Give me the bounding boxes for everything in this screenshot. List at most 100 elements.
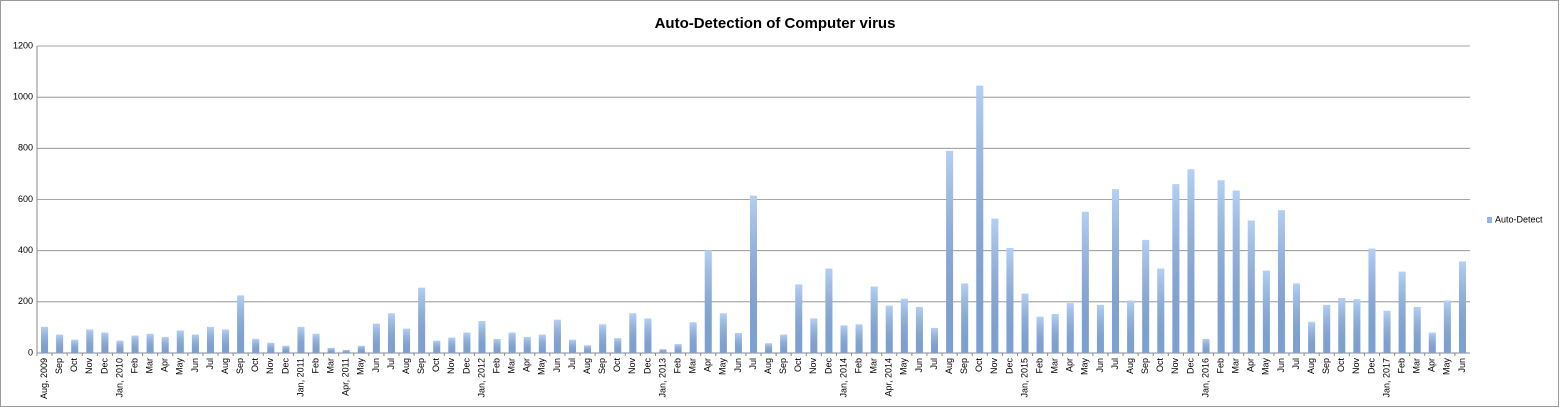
x-tick-label: Jun (190, 358, 200, 373)
bar-shade (478, 321, 486, 353)
bar-shade (342, 349, 350, 353)
bar-shade (41, 326, 49, 353)
x-tick-label: May (537, 358, 547, 376)
legend-swatch (1487, 217, 1492, 223)
x-tick-label: Apr (1065, 358, 1075, 372)
bar-shade (1006, 248, 1014, 353)
bar-shade (1443, 300, 1451, 353)
bar-shade (1277, 210, 1285, 353)
bar-shade (674, 344, 682, 353)
x-tick-label: Dec (823, 358, 833, 375)
y-tick-label: 1000 (13, 92, 33, 102)
x-tick-label: Jul (1110, 358, 1120, 370)
x-tick-label: Sep (54, 358, 64, 374)
bar-shade (719, 313, 727, 353)
y-tick-label: 200 (18, 296, 33, 306)
bar-shade (538, 334, 546, 353)
bar-shade (1353, 299, 1361, 353)
bar-shade (101, 332, 109, 353)
legend-label: Auto-Detect (1495, 214, 1543, 224)
x-tick-label: Feb (1396, 358, 1406, 374)
x-tick-label: Jul (386, 358, 396, 370)
bar-shade (161, 337, 169, 353)
x-tick-label: Aug (1125, 358, 1135, 374)
y-tick-label: 1200 (13, 40, 33, 50)
x-tick-label: Jan, 2015 (1019, 358, 1029, 398)
x-tick-label: Oct (250, 358, 260, 373)
x-tick-label: Feb (1034, 358, 1044, 374)
x-tick-label: Apr, 2014 (884, 358, 894, 397)
x-tick-label: Aug (582, 358, 592, 374)
chart-title: Auto-Detection of Computer virus (655, 15, 896, 32)
bar-shade (403, 328, 411, 353)
x-tick-label: May (1261, 358, 1271, 376)
x-tick-label: Nov (265, 358, 275, 375)
y-tick-label: 400 (18, 245, 33, 255)
bar-shade (870, 286, 878, 353)
x-tick-label: Mar (326, 358, 336, 374)
x-tick-label: Jul (929, 358, 939, 370)
x-tick-label: Nov (989, 358, 999, 375)
bar-shade (689, 322, 697, 353)
bar-shade (976, 85, 984, 353)
bar-shade (1413, 306, 1421, 353)
x-tick-label: Apr (703, 358, 713, 372)
bar-shade (1172, 184, 1180, 353)
bar-shade (795, 284, 803, 353)
bar-shade (1458, 261, 1466, 353)
bar-shade (71, 339, 79, 353)
bar-shade (418, 287, 426, 353)
bar-shade (1021, 293, 1029, 353)
bar-shade (825, 268, 833, 353)
bar-shade (659, 349, 667, 353)
bar-shade (1398, 271, 1406, 353)
bar-shade (629, 313, 637, 353)
bar-shade (523, 337, 531, 353)
x-tick-label: Jun (371, 358, 381, 373)
bar-shade (312, 333, 320, 353)
bar-shade (1096, 304, 1104, 353)
bar-shade (508, 332, 516, 353)
x-tick-label: Apr (1427, 358, 1437, 372)
bar-shade (267, 342, 275, 353)
bar-shade (463, 332, 471, 353)
bar-shade (237, 295, 245, 353)
x-tick-label: Jun (733, 358, 743, 373)
x-tick-label: Oct (1336, 358, 1346, 373)
bar-shade (1368, 248, 1376, 353)
x-tick-label: Jun (1276, 358, 1286, 373)
x-tick-label: May (356, 358, 366, 376)
x-tick-label: Feb (1215, 358, 1225, 374)
bar-shade (222, 329, 230, 353)
bar-shade (1066, 303, 1074, 353)
x-tick-label: Oct (69, 358, 79, 373)
bar-shade (1338, 297, 1346, 353)
x-tick-label: Apr (1246, 358, 1256, 372)
x-tick-label: Jun (914, 358, 924, 373)
x-tick-label: Apr (160, 358, 170, 372)
bar-shade (327, 347, 335, 353)
bar-shade (1217, 180, 1225, 353)
x-tick-label: Dec (1004, 358, 1014, 375)
x-tick-label: May (175, 358, 185, 376)
x-tick-label: Mar (507, 358, 517, 374)
bar-shade (86, 329, 94, 353)
bar-shade (644, 318, 652, 353)
bar-shade (1428, 332, 1436, 353)
y-tick-label: 800 (18, 143, 33, 153)
x-tick-label: Aug (220, 358, 230, 374)
bar-shade (1383, 310, 1391, 353)
x-tick-label: Dec (280, 358, 290, 375)
x-tick-label: Mar (869, 358, 879, 374)
x-tick-label: Aug (944, 358, 954, 374)
bar-shade (387, 313, 395, 353)
x-tick-label: Oct (612, 358, 622, 373)
bar-shade (584, 345, 592, 353)
x-tick-label: Mar (145, 358, 155, 374)
x-tick-label: May (1442, 358, 1452, 376)
x-tick-label: Nov (1351, 358, 1361, 375)
bar-shade (1157, 268, 1165, 353)
x-tick-label: Sep (959, 358, 969, 374)
bar-shade (991, 218, 999, 353)
